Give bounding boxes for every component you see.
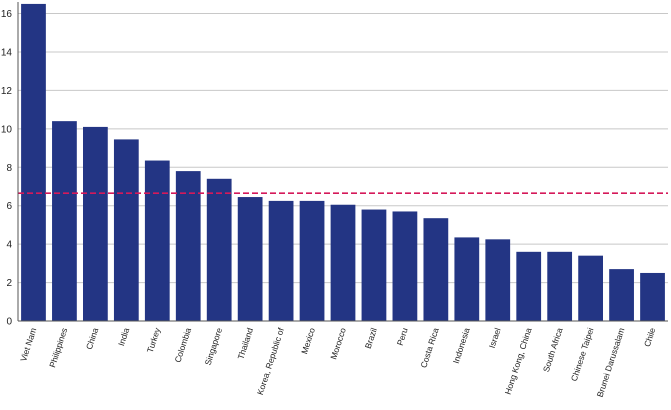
y-tick-label: 6 — [6, 201, 12, 212]
bar-chile — [640, 272, 665, 321]
bar-indonesia — [454, 237, 480, 321]
bar-brazil — [361, 209, 387, 321]
x-tick-labels: Viet Nam Philippines China India Turkey Colom… — [18, 326, 657, 399]
x-tick-label: Philippines — [47, 327, 69, 369]
x-tick-label: Israel — [487, 326, 503, 349]
bar-brunei-darussalam — [609, 269, 634, 321]
bar-south-africa — [547, 251, 573, 321]
x-tick-label: Thailand — [235, 326, 255, 360]
bar-mexico — [299, 200, 325, 321]
x-tick-label: India — [116, 326, 131, 347]
y-tick-label: 16 — [1, 9, 13, 20]
bar-singapore — [206, 178, 232, 321]
bar-china — [83, 126, 108, 321]
bar-india — [113, 139, 139, 321]
x-tick-label: Costa Rica — [418, 326, 440, 369]
x-tick-label: Turkey — [145, 326, 163, 354]
bar-philippines — [52, 121, 77, 321]
x-tick-label: Singapore — [203, 326, 225, 366]
x-tick-label: Indonesia — [451, 326, 472, 364]
bar-thailand — [237, 197, 263, 321]
bar-morocco — [330, 204, 356, 321]
x-tick-label: Korea, Republic of — [255, 326, 286, 396]
x-tick-label: Viet Nam — [18, 327, 38, 363]
y-tick-labels: 0 2 4 6 8 10 12 14 16 — [1, 9, 13, 327]
x-tick-label: Brunei Darussalam — [595, 327, 627, 399]
x-tick-label: South Africa — [541, 326, 565, 373]
y-tick-label: 0 — [6, 317, 12, 328]
bar-costa-rica — [423, 218, 449, 321]
x-tick-label: Colombia — [173, 326, 194, 363]
bar-turkey — [144, 160, 170, 321]
bar-viet-nam — [21, 3, 46, 321]
bar-korea-republic-of — [268, 200, 294, 321]
bar-chinese-taipei — [578, 255, 603, 321]
axes — [17, 2, 668, 322]
x-tick-label: Brazil — [363, 326, 379, 349]
y-tick-label: 4 — [6, 240, 12, 251]
x-tick-label: Chile — [642, 326, 658, 348]
bar-peru — [392, 211, 418, 321]
x-tick-label: China — [84, 326, 100, 350]
x-tick-label: Mexico — [299, 326, 317, 355]
bar-israel — [485, 239, 511, 321]
y-tick-label: 10 — [1, 124, 13, 135]
y-tick-label: 2 — [6, 278, 12, 289]
x-tick-label: Peru — [395, 326, 410, 346]
bars — [21, 3, 665, 321]
bar-hong-kong-china — [516, 251, 542, 321]
y-tick-label: 14 — [1, 47, 13, 58]
x-tick-label: Chinese Taipei — [569, 326, 596, 382]
x-tick-label: Hong Kong, China — [503, 326, 534, 395]
x-tick-label: Morocco — [328, 326, 348, 360]
bar-colombia — [175, 171, 201, 321]
y-tick-label: 8 — [6, 163, 12, 174]
y-tick-label: 12 — [1, 86, 13, 97]
